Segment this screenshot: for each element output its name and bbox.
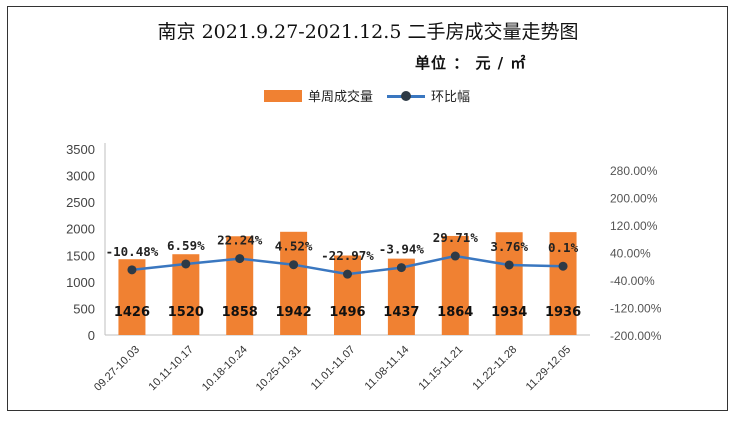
bar-value-label: 1437 <box>383 305 419 320</box>
x-tick-label: 11.15-11.21 <box>417 344 466 393</box>
bar-value-label: 1864 <box>437 305 473 320</box>
x-tick-label: 11.01-11.07 <box>309 344 358 393</box>
x-tick-label: 10.25-10.31 <box>254 344 304 394</box>
growth-label: 0.1% <box>548 240 579 255</box>
x-tick-label: 11.22-11.28 <box>470 344 519 393</box>
bar-value-label: 1934 <box>491 305 527 320</box>
left-tick-label: 2500 <box>66 195 95 210</box>
growth-label: 29.71% <box>433 230 479 245</box>
left-tick-label: 3500 <box>66 142 95 157</box>
right-tick-label: 40.00% <box>610 247 651 261</box>
left-tick-label: 2000 <box>66 222 95 237</box>
bar-value-label: 1426 <box>114 305 150 320</box>
right-tick-label: 200.00% <box>610 192 658 206</box>
chart-frame <box>7 6 728 411</box>
growth-point <box>396 263 406 273</box>
growth-label: 22.24% <box>217 233 263 248</box>
growth-point <box>558 261 568 271</box>
bar-10.18-10.24 <box>226 236 254 335</box>
x-tick-label: 11.29-12.05 <box>524 344 573 393</box>
x-tick-label: 10.11-10.17 <box>147 344 196 393</box>
legend-bar-label: 单周成交量 <box>308 90 374 105</box>
legend-item-line: 环比幅 <box>387 86 470 105</box>
x-tick-label: 10.18-10.24 <box>200 344 250 394</box>
right-tick-label: -200.00% <box>610 329 662 343</box>
unit-label: 单位 ： 元 / ㎡ <box>415 54 527 72</box>
bar-value-label: 1942 <box>276 305 312 320</box>
bar-value-label: 1520 <box>168 305 204 320</box>
x-tick-label: 11.08-11.14 <box>363 344 412 393</box>
growth-point <box>504 260 514 270</box>
growth-label: 4.52% <box>275 239 313 254</box>
legend-line-swatch <box>387 90 426 102</box>
growth-point <box>235 254 245 264</box>
left-tick-label: 1500 <box>66 248 95 263</box>
bar-11.29-12.05 <box>549 232 577 335</box>
bar-value-label: 1936 <box>545 305 581 320</box>
bar-value-label: 1496 <box>329 305 365 320</box>
left-tick-label: 3000 <box>66 169 95 184</box>
bar-11.22-11.28 <box>495 232 523 335</box>
legend: 单周成交量 环比幅 <box>264 86 484 105</box>
growth-label: -3.94% <box>379 242 425 257</box>
x-tick-label: 09.27-10.03 <box>92 344 142 394</box>
legend-line-label: 环比幅 <box>431 90 471 105</box>
right-tick-label: 120.00% <box>610 219 658 233</box>
growth-label: -10.48% <box>106 244 159 259</box>
left-tick-label: 1000 <box>66 275 95 290</box>
left-tick-label: 500 <box>73 301 95 316</box>
growth-label: 6.59% <box>167 238 205 253</box>
right-tick-label: -40.00% <box>610 274 655 288</box>
legend-item-bar: 单周成交量 <box>264 86 373 105</box>
growth-label: 3.76% <box>490 239 528 254</box>
right-tick-label: 280.00% <box>610 164 658 178</box>
bar-11.15-11.21 <box>441 235 469 335</box>
left-tick-label: 0 <box>88 328 95 343</box>
growth-point <box>450 251 460 261</box>
growth-point <box>181 259 191 269</box>
bar-11.01-11.07 <box>334 255 361 335</box>
growth-label: -22.97% <box>321 248 374 263</box>
growth-point <box>289 260 299 270</box>
right-tick-label: -120.00% <box>610 302 662 316</box>
growth-point <box>343 269 352 279</box>
legend-bar-swatch <box>264 89 302 102</box>
bar-value-label: 1858 <box>222 305 258 320</box>
growth-point <box>127 265 137 275</box>
chart-title: 南京 2021.9.27-2021.12.5 二手房成交量走势图 <box>157 21 579 43</box>
bar-10.25-10.31 <box>280 231 308 335</box>
